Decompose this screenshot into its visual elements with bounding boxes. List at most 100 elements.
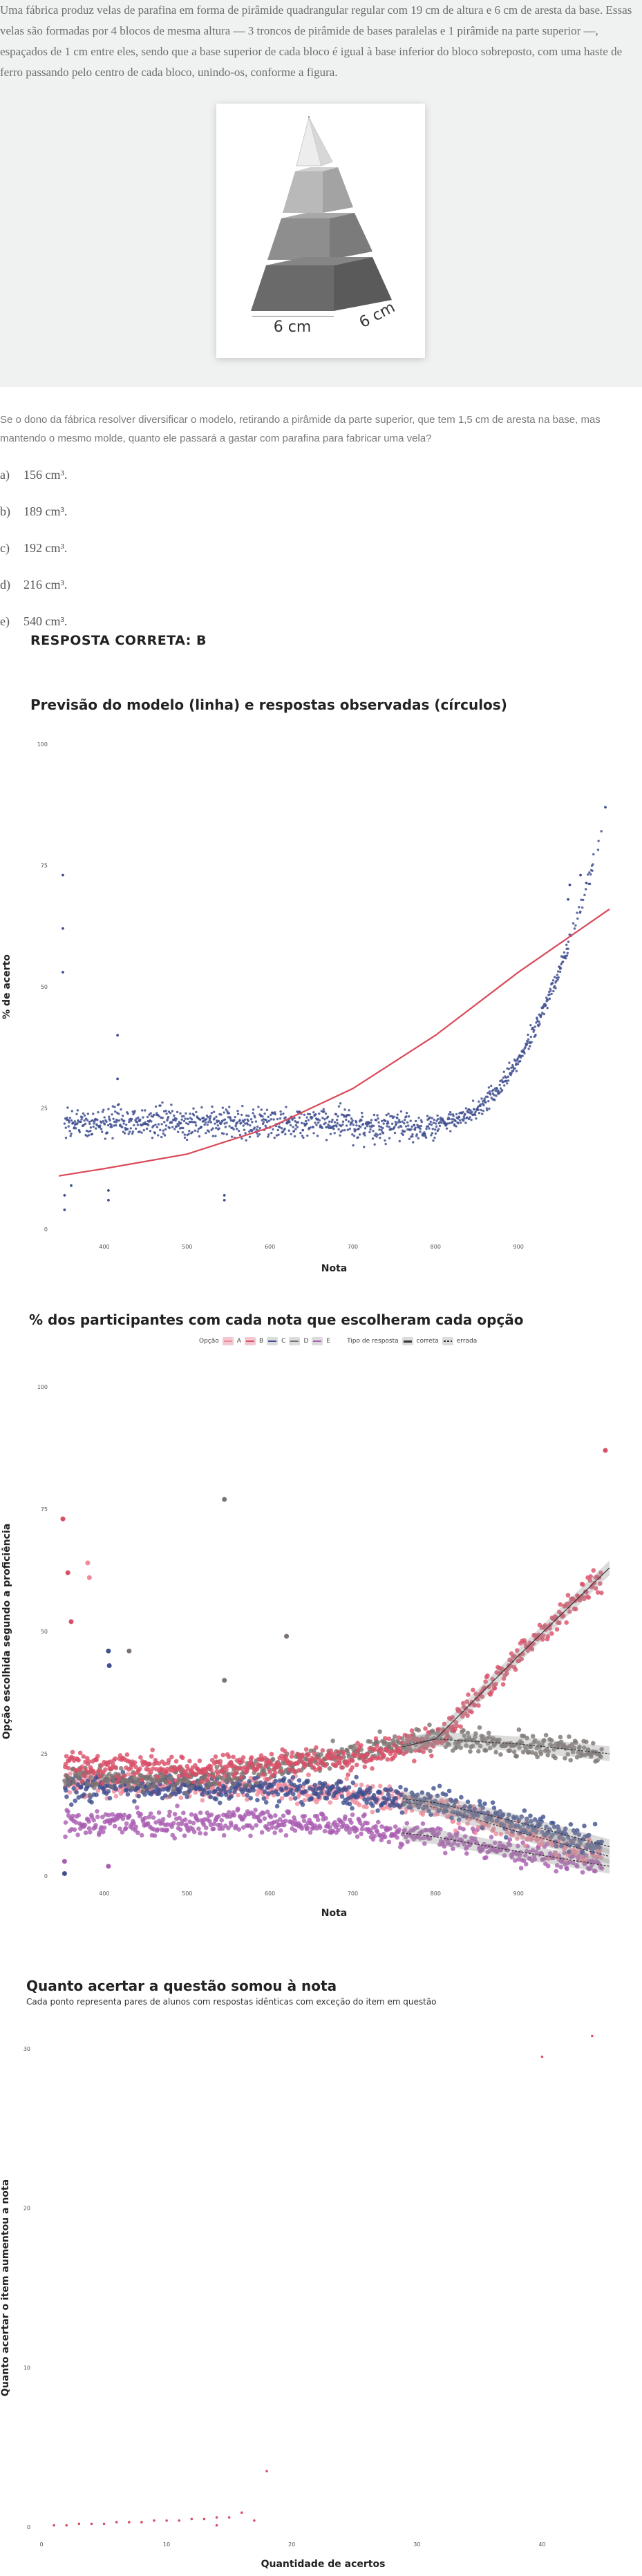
option-a-point [279,1796,285,1801]
observed-point [133,1124,135,1127]
observed-point [494,1089,497,1092]
option-e-point [349,1820,354,1826]
observed-point [209,1117,211,1119]
observed-point [265,1119,268,1121]
observed-point [370,1119,373,1121]
option-b-point [310,1757,315,1762]
observed-point [247,1115,250,1117]
observed-point [378,1128,381,1131]
option-e-point [302,1813,308,1819]
option-e-point [167,1809,172,1815]
option-d-point [428,1748,433,1754]
option-b-point [270,1773,275,1779]
observed-point [424,1133,426,1136]
option-c-point [219,1792,224,1797]
option-a-point [328,1800,333,1805]
observed-point [530,1041,533,1043]
option-c-point [297,1783,303,1789]
option-b-point [70,1750,75,1754]
observed-point [151,1137,154,1139]
observed-point [302,1136,305,1139]
option-e-point [138,1812,144,1817]
observed-point [167,1115,170,1119]
option-b-point [261,1772,266,1777]
option-d-point [563,1756,567,1761]
option-a-point [344,1776,350,1781]
observed-point [103,1116,106,1119]
option-d-point [247,1782,253,1788]
observed-point [426,1115,429,1117]
observed-point [368,1130,371,1134]
option-e-point [305,1825,310,1830]
option-d-point [570,1750,576,1755]
observed-point [548,993,551,996]
option-a-point [584,1856,589,1862]
observed-point [68,1130,71,1133]
observed-point [324,1112,328,1115]
option-e-point [369,1830,375,1836]
pyramid-candle-illustration: 6 cm 6 cm [251,116,398,336]
observed-point [73,1120,77,1123]
observed-point [431,1132,434,1135]
option-e-point [522,1853,528,1858]
option-e-point [376,1819,381,1825]
observed-point [397,1119,401,1121]
observed-point [527,1048,530,1050]
option-e-point [259,1830,265,1835]
observed-point [508,1061,511,1064]
option-e-point [249,1826,255,1830]
observed-point [153,1132,157,1135]
option-e-point [292,1818,297,1824]
option-e-point [317,1825,323,1830]
observed-point [215,1115,218,1118]
option-d-point [226,1771,231,1777]
observed-point [77,1119,79,1122]
observed-point [182,1115,185,1118]
option-b-point [319,1758,324,1763]
observed-point [304,1119,308,1123]
option-b-point [208,1764,214,1769]
observed-point [524,1045,527,1048]
observed-point [499,1087,502,1090]
observed-point [333,1132,336,1135]
option-b-point [262,1755,267,1761]
observed-point [108,1119,111,1122]
option-e-point [191,1820,196,1826]
option-b-point [162,1761,167,1767]
observed-point [322,1108,325,1110]
observed-point [415,1119,417,1123]
observed-point [184,1117,187,1120]
option-d-point [88,1775,93,1780]
option-e-point [95,1809,100,1814]
observed-point [380,1119,384,1123]
option-a-point [504,1829,510,1835]
observed-point [117,1103,120,1106]
observed-point [89,1126,93,1129]
option-b-point [282,1748,287,1754]
option-a-point [200,1798,205,1803]
option-d-point [536,1741,541,1745]
observed-point [509,1073,512,1077]
option-c-point [201,1788,207,1794]
option-e-point [182,1833,187,1838]
observed-point [244,1132,247,1135]
observed-point [120,1108,122,1111]
option-c-point [597,1845,602,1850]
option-e-point [76,1812,82,1818]
observed-point [485,1107,489,1110]
observed-point [263,1112,266,1115]
option-c-point [490,1800,495,1805]
option-e-point [365,1821,370,1826]
observed-point [69,1135,72,1137]
option-e-point [254,1823,259,1828]
option-c-point [187,1788,192,1793]
option-d-point [393,1734,397,1739]
observed-point [437,1128,440,1130]
option-c-point [271,1781,276,1787]
option-d-point [187,1779,191,1785]
option-e-point [172,1812,178,1817]
observed-point [371,1137,375,1140]
observed-point [551,982,554,985]
observed-point [401,1120,404,1123]
observed-point [578,906,580,909]
